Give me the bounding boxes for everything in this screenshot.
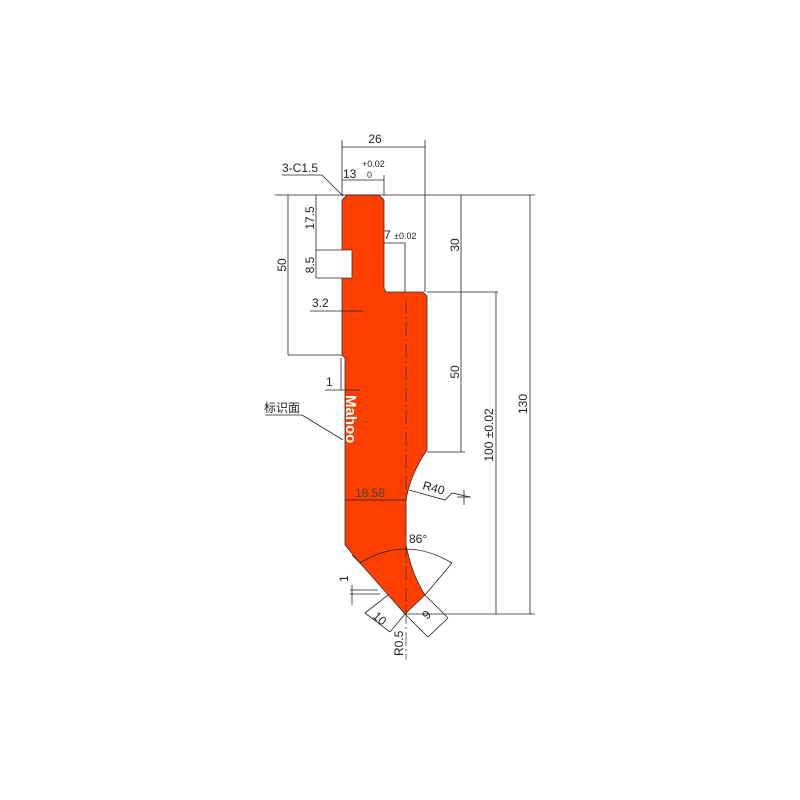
dim-tang-width: 13 <box>343 167 357 181</box>
dim-tang-tol-upper: +0.02 <box>362 159 385 169</box>
dim-radius: R40 <box>421 478 446 497</box>
dim-tip-radius: R0.5 <box>392 630 406 656</box>
dim-shoulder-height: 30 <box>448 238 462 252</box>
dim-groove-height: 8.5 <box>303 256 317 273</box>
dim-groove-depth: 3.2 <box>312 296 329 310</box>
brand-marking: Mahoo <box>342 395 359 443</box>
dim-tang-height: 50 <box>275 258 289 272</box>
dim-groove-top: 17.5 <box>303 206 317 230</box>
dim-body-height: 50 <box>448 365 462 379</box>
dim-chamfer: 3-C1.5 <box>282 161 318 175</box>
dim-angle: 86° <box>409 532 427 546</box>
dim-total-height: 130 <box>516 394 530 414</box>
dim-working-height: 100 ±0.02 <box>482 408 496 462</box>
dim-overall-width: 26 <box>368 132 382 146</box>
dim-slot-tol: ±0.02 <box>394 231 416 241</box>
dim-left-face: 10 <box>370 609 390 629</box>
dim-right-face: 9 <box>419 607 434 622</box>
dim-slot-width: 7 <box>384 228 391 242</box>
dim-neck-width: 18.58 <box>355 486 385 500</box>
marking-face-label: 标识面 <box>264 401 300 415</box>
dim-flat: 1 <box>337 575 351 582</box>
dimension-lines <box>265 140 535 638</box>
dim-tang-tol-lower: 0 <box>367 170 372 180</box>
dim-step: 1 <box>326 375 333 389</box>
